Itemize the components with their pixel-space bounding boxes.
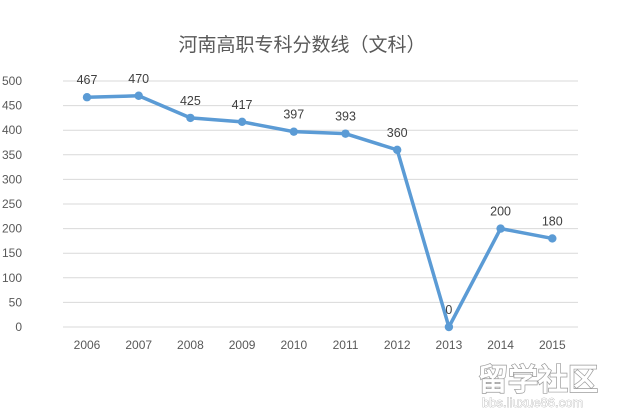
- watermark-subtext: bbs.liuxue86.com: [482, 395, 583, 410]
- data-label: 180: [542, 214, 563, 228]
- y-tick-label: 0: [15, 320, 22, 334]
- x-tick-label: 2012: [384, 338, 411, 352]
- data-label: 393: [335, 110, 356, 124]
- series-lines: [85, 94, 555, 329]
- data-point: [548, 234, 557, 243]
- y-tick-label: 50: [9, 295, 23, 309]
- x-tick-label: 2010: [280, 338, 307, 352]
- x-tick-label: 2007: [125, 338, 152, 352]
- y-tick-label: 250: [2, 197, 22, 211]
- watermark-text: 留学社区: [478, 363, 598, 398]
- data-label: 200: [490, 205, 511, 219]
- data-point: [393, 145, 402, 155]
- watermark-logo: 留学社区 bbs.liuxue86.com: [477, 362, 598, 410]
- data-point: [341, 129, 350, 138]
- x-axis-ticks: 2006 2007 2008 2009 2010 2011 2012 2013 2014 2015: [74, 338, 566, 352]
- y-tick-label: 450: [2, 99, 22, 113]
- y-tick-label: 200: [2, 222, 22, 236]
- series-line: [85, 94, 555, 329]
- series-markers: [82, 91, 557, 332]
- data-label: 397: [283, 108, 304, 122]
- data-point: [496, 224, 505, 233]
- x-tick-label: 2013: [436, 338, 463, 352]
- x-tick-label: 2011: [333, 338, 359, 352]
- data-label: 470: [128, 72, 149, 86]
- data-point: [444, 322, 454, 332]
- data-labels: 467 470 425 417 397 393 360 0 200 180: [77, 72, 563, 317]
- data-point: [289, 127, 298, 136]
- x-tick-label: 2006: [74, 338, 101, 352]
- data-label: 417: [232, 98, 253, 112]
- gridlines: [63, 80, 578, 328]
- x-tick-label: 2014: [487, 338, 514, 352]
- data-label: 0: [445, 303, 452, 317]
- x-tick-label: 2009: [229, 338, 256, 352]
- y-tick-label: 400: [2, 123, 22, 137]
- y-tick-label: 500: [2, 74, 22, 88]
- y-tick-label: 100: [2, 271, 22, 285]
- data-label: 425: [180, 94, 201, 108]
- data-point: [237, 117, 247, 127]
- data-point: [134, 91, 143, 100]
- chart-title: 河南高职专科分数线（文科）: [178, 34, 425, 56]
- y-axis-ticks: 0 50 100 150 200 250 300 350 400 450 500: [2, 74, 22, 334]
- y-tick-label: 350: [2, 148, 22, 162]
- x-tick-label: 2008: [177, 338, 204, 352]
- data-point: [82, 93, 92, 102]
- data-label: 360: [387, 126, 408, 140]
- data-point: [186, 113, 195, 123]
- y-tick-label: 300: [2, 172, 22, 186]
- y-tick-label: 150: [2, 246, 22, 260]
- x-tick-label: 2015: [539, 338, 566, 352]
- data-label: 467: [77, 73, 98, 87]
